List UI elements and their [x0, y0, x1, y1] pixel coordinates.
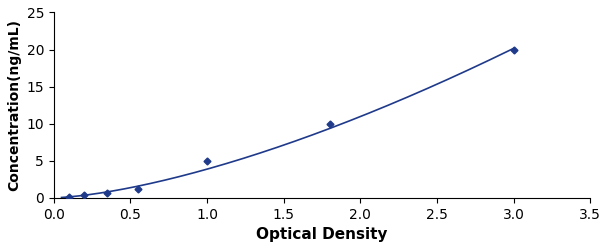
Y-axis label: Concentration(ng/mL): Concentration(ng/mL)	[7, 19, 21, 191]
X-axis label: Optical Density: Optical Density	[256, 227, 388, 242]
